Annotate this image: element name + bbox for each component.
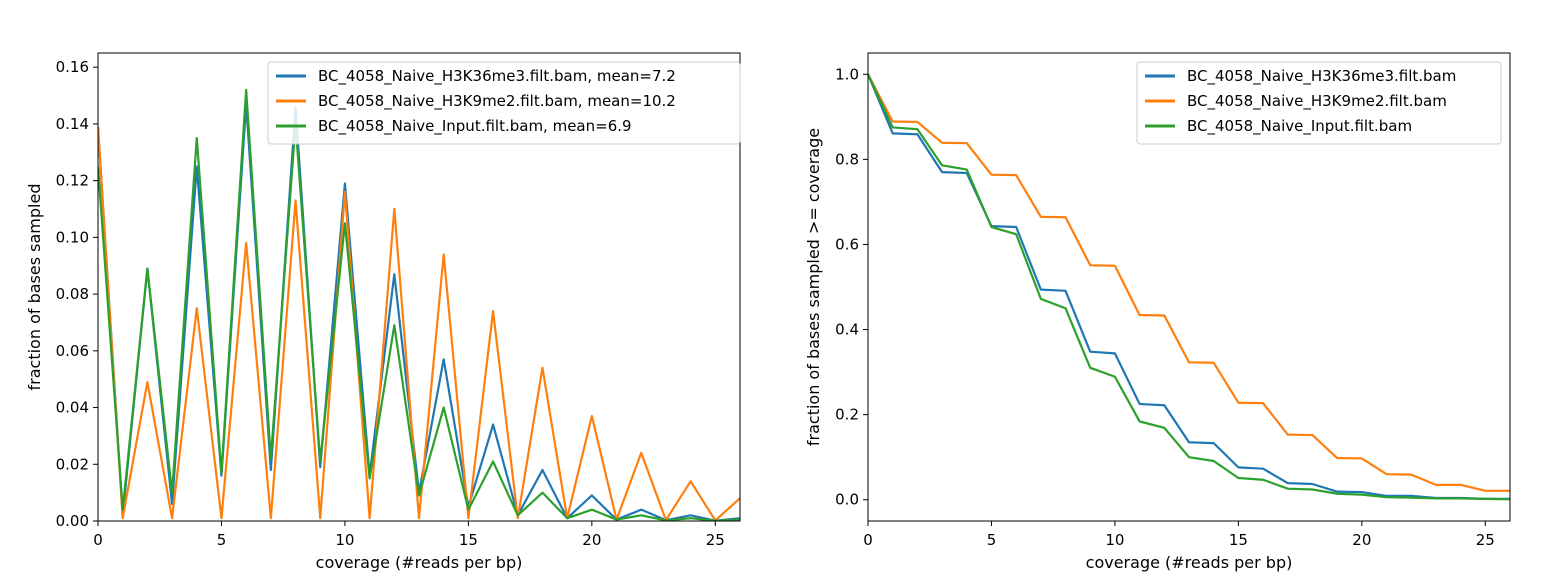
y-tick-label: 0.16 (56, 58, 89, 76)
x-tick-label: 20 (1352, 531, 1371, 549)
y-tick-label: 0.2 (835, 406, 859, 424)
y-tick-label: 0.4 (835, 321, 859, 339)
y-tick-label: 0.08 (56, 285, 89, 303)
x-tick-label: 5 (217, 531, 227, 549)
x-tick-label: 5 (987, 531, 997, 549)
legend-label-2: BC_4058_Naive_Input.filt.bam, mean=6.9 (318, 117, 632, 136)
legend-label-2: BC_4058_Naive_Input.filt.bam (1187, 117, 1412, 136)
x-tick-label: 25 (1476, 531, 1495, 549)
left-chart-panel: 0 5 10 15 20 25 0.00 0.02 0.04 0.06 0.08 0.10 0.12 0.… (25, 53, 740, 572)
y-axis-title: fraction of bases sampled (25, 184, 44, 391)
legend-label-0: BC_4058_Naive_H3K36me3.filt.bam, mean=7.… (318, 67, 676, 86)
x-tick-label: 15 (459, 531, 478, 549)
y-tick-label: 0.8 (835, 150, 859, 168)
x-tick-label: 0 (863, 531, 873, 549)
y-tick-label: 0.00 (56, 512, 89, 530)
y-tick-label: 1.0 (835, 65, 859, 83)
legend-label-1: BC_4058_Naive_H3K9me2.filt.bam (1187, 92, 1447, 111)
x-axis-title: coverage (#reads per bp) (1086, 553, 1293, 572)
legend: BC_4058_Naive_H3K36me3.filt.bam BC_4058_N… (1137, 62, 1501, 144)
series-line-2 (98, 90, 740, 521)
y-tick-label: 0.06 (56, 342, 89, 360)
y-tick-label: 0.10 (56, 228, 89, 246)
x-tick-label: 15 (1229, 531, 1248, 549)
y-tick-label: 0.02 (56, 455, 89, 473)
legend-label-1: BC_4058_Naive_H3K9me2.filt.bam, mean=10.… (318, 92, 676, 111)
y-tick-label: 0.0 (835, 491, 859, 509)
y-tick-label: 0.14 (56, 115, 89, 133)
x-tick-label: 10 (335, 531, 354, 549)
x-tick-label: 10 (1105, 531, 1124, 549)
legend-label-0: BC_4058_Naive_H3K36me3.filt.bam (1187, 67, 1456, 86)
x-tick-label: 20 (582, 531, 601, 549)
x-tick-label: 25 (706, 531, 725, 549)
series-lines (98, 90, 740, 521)
x-tick-label: 0 (93, 531, 103, 549)
legend: BC_4058_Naive_H3K36me3.filt.bam, mean=7.… (268, 62, 740, 144)
y-axis-title: fraction of bases sampled >= coverage (804, 128, 823, 446)
y-tick-label: 0.04 (56, 399, 89, 417)
x-axis-title: coverage (#reads per bp) (316, 553, 523, 572)
y-tick-label: 0.6 (835, 235, 859, 253)
y-tick-label: 0.12 (56, 172, 89, 190)
right-chart-panel: 0 5 10 15 20 25 0.0 0.2 0.4 0.6 0.8 1.0 coverage (#r… (804, 53, 1510, 572)
